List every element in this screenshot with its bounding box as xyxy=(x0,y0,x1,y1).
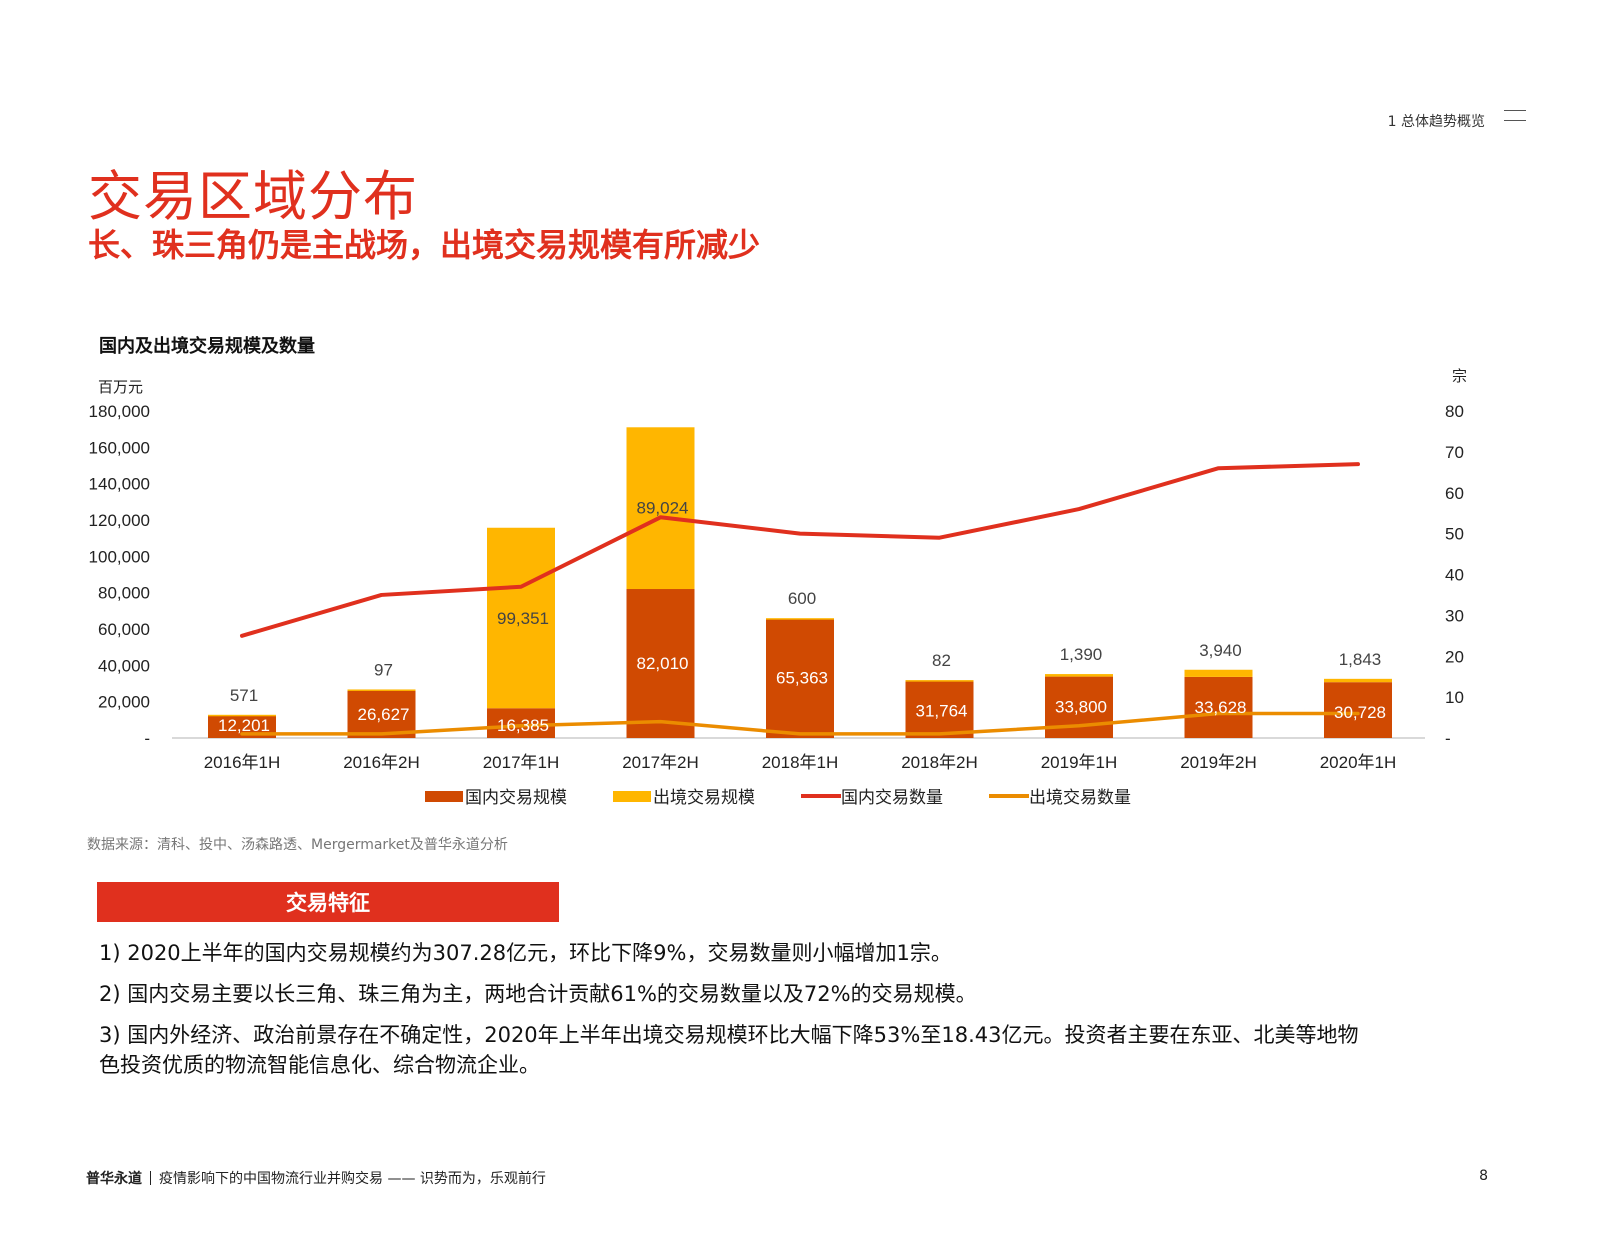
data-label-domestic: 33,628 xyxy=(1195,698,1247,717)
bar-outbound xyxy=(208,714,276,717)
bar-domestic xyxy=(905,680,974,738)
y-right-tick: 80 xyxy=(1445,402,1464,421)
y-left-tick: 140,000 xyxy=(89,475,150,494)
bar-domestic xyxy=(766,619,834,738)
page-subtitle: 长、珠三角仍是主战场，出境交易规模有所减少 xyxy=(88,226,761,264)
list-item: 3) 国内外经济、政治前景存在不确定性，2020年上半年出境交易规模环比大幅下降… xyxy=(99,1023,1359,1077)
data-label-domestic: 31,764 xyxy=(916,701,968,720)
data-label-outbound: 3,940 xyxy=(1199,641,1242,660)
y-left-tick: 120,000 xyxy=(89,511,150,530)
data-label-outbound: 571 xyxy=(230,686,258,705)
legend-item: 国内交易规模 xyxy=(425,788,567,807)
data-label-outbound: 82 xyxy=(932,651,951,670)
legend-item: 出境交易规模 xyxy=(613,788,755,807)
footer-brand: 普华永道 xyxy=(86,1171,142,1187)
data-label-domestic: 33,800 xyxy=(1055,698,1107,717)
bar-outbound xyxy=(1324,678,1392,683)
y-right-tick: 50 xyxy=(1445,525,1464,544)
footer-divider xyxy=(150,1171,151,1185)
footer-report-title: 疫情影响下的中国物流行业并购交易 —— 识势而为，乐观前行 xyxy=(159,1171,546,1187)
bar-domestic xyxy=(1184,676,1253,738)
legend-label: 国内交易数量 xyxy=(841,788,943,807)
bar-outbound xyxy=(347,689,416,691)
bar-outbound xyxy=(1184,669,1253,677)
bar-domestic xyxy=(347,689,416,738)
page-number: 8 xyxy=(1479,1168,1488,1184)
y-right-unit: 宗 xyxy=(1452,367,1467,385)
line-outbound-count xyxy=(240,711,1360,736)
data-label-domestic: 30,728 xyxy=(1334,703,1386,722)
data-label-outbound: 1,843 xyxy=(1339,650,1382,669)
x-tick-label: 2016年1H xyxy=(204,753,281,772)
data-label-domestic: 16,385 xyxy=(497,716,549,735)
data-label-domestic: 12,201 xyxy=(218,716,270,735)
y-left-tick: 160,000 xyxy=(89,438,150,457)
legend-swatch xyxy=(425,791,463,802)
y-right-tick: - xyxy=(1445,729,1451,748)
x-tick-label: 2020年1H xyxy=(1320,753,1397,772)
x-tick-label: 2017年1H xyxy=(483,753,560,772)
data-label-domestic: 26,627 xyxy=(358,705,410,724)
bar-outbound xyxy=(626,427,695,590)
bar-domestic xyxy=(487,708,555,738)
x-tick-label: 2019年1H xyxy=(1041,753,1118,772)
x-tick-label: 2019年2H xyxy=(1180,753,1257,772)
bar-outbound xyxy=(487,527,555,709)
list-item: 2) 国内交易主要以长三角、珠三角为主，两地合计贡献61%的交易数量以及72%的… xyxy=(99,982,977,1006)
y-left-tick: 40,000 xyxy=(98,656,150,675)
chart-title: 国内及出境交易规模及数量 xyxy=(99,336,315,357)
data-label-outbound: 600 xyxy=(788,589,816,608)
y-left-tick: 60,000 xyxy=(98,620,150,639)
y-left-tick: 20,000 xyxy=(98,693,150,712)
y-right-tick: 10 xyxy=(1445,688,1464,707)
data-label-outbound: 89,024 xyxy=(637,498,689,517)
line-domestic-count xyxy=(240,462,1360,638)
y-left-tick: 100,000 xyxy=(89,547,150,566)
bar-domestic xyxy=(1324,682,1392,738)
bar-outbound xyxy=(766,618,834,620)
y-right-tick: 70 xyxy=(1445,443,1464,462)
source-note: 数据来源：清科、投中、汤森路透、Mergermarket及普华永道分析 xyxy=(87,837,508,853)
legend-label: 出境交易数量 xyxy=(1029,788,1131,807)
page-title: 交易区域分布 xyxy=(88,165,418,228)
feature-heading: 交易特征 xyxy=(97,882,559,922)
bar-domestic xyxy=(626,589,695,738)
menu-icon[interactable] xyxy=(1504,110,1526,132)
legend-label: 国内交易规模 xyxy=(465,788,567,807)
legend-item: 国内交易数量 xyxy=(801,788,943,807)
y-left-tick: - xyxy=(144,729,150,748)
y-left-tick: 80,000 xyxy=(98,584,150,603)
data-label-domestic: 65,363 xyxy=(776,668,828,687)
legend-swatch xyxy=(613,791,651,802)
y-right-tick: 30 xyxy=(1445,606,1464,625)
y-right-tick: 20 xyxy=(1445,647,1464,666)
x-tick-label: 2018年1H xyxy=(762,753,839,772)
x-tick-label: 2017年2H xyxy=(622,753,699,772)
data-label-outbound: 1,390 xyxy=(1060,645,1103,664)
x-tick-label: 2018年2H xyxy=(901,753,978,772)
y-right-tick: 40 xyxy=(1445,566,1464,585)
section-label: 1 总体趋势概览 xyxy=(1387,114,1485,130)
data-label-outbound: 97 xyxy=(374,660,393,679)
bar-outbound xyxy=(905,680,974,682)
y-left-unit: 百万元 xyxy=(98,379,143,396)
x-tick-label: 2016年2H xyxy=(343,753,420,772)
y-right-tick: 60 xyxy=(1445,484,1464,503)
combo-chart: 百万元 - 20,000 40,000 60,000 80,000 100,000 120,0… xyxy=(89,367,1467,807)
data-label-domestic: 82,010 xyxy=(637,654,689,673)
data-label-outbound: 99,351 xyxy=(497,609,549,628)
feature-list: 1) 2020上半年的国内交易规模约为307.28亿元，环比下降9%，交易数量则… xyxy=(99,938,1359,1091)
legend-item: 出境交易数量 xyxy=(989,788,1131,807)
y-left-tick: 180,000 xyxy=(89,402,150,421)
list-item: 1) 2020上半年的国内交易规模约为307.28亿元，环比下降9%，交易数量则… xyxy=(99,941,952,965)
bar-outbound xyxy=(1045,674,1113,677)
footer: 普华永道 疫情影响下的中国物流行业并购交易 —— 识势而为，乐观前行 xyxy=(86,1168,546,1188)
legend-label: 出境交易规模 xyxy=(653,788,755,807)
